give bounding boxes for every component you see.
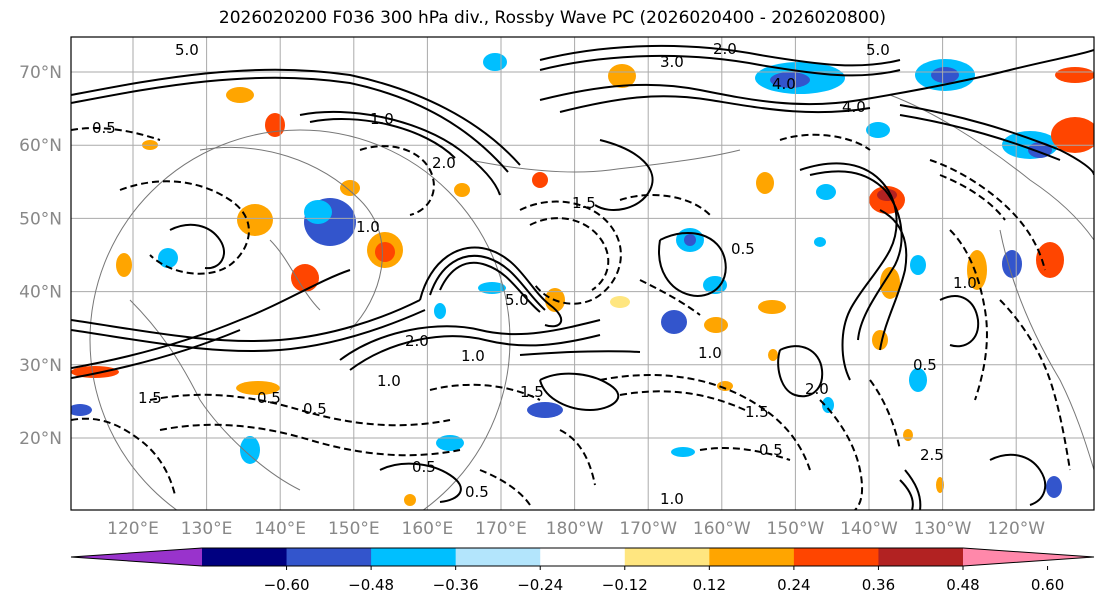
latitude-label: 30°N <box>19 356 62 376</box>
longitude-label: 170°E <box>475 519 527 539</box>
colorbar-segment <box>540 548 626 566</box>
contour-label: 1.0 <box>953 274 977 292</box>
longitude-label: 130°E <box>181 519 233 539</box>
colorbar-tick-label: 0.12 <box>693 576 726 594</box>
colorbar <box>70 547 1095 567</box>
colorbar-tick-label: 0.60 <box>1031 576 1064 594</box>
latitude-labels: 70°N 60°N 50°N 40°N 30°N 20°N <box>19 63 62 449</box>
colorbar-tick-label: −0.36 <box>433 576 479 594</box>
contour-label: 5.0 <box>505 291 529 309</box>
contour-label: 4.0 <box>842 98 866 116</box>
contour-label: 1.5 <box>572 194 596 212</box>
latitude-label: 50°N <box>19 209 62 229</box>
contour-label: 3.0 <box>660 53 684 71</box>
contour-label: 5.0 <box>866 41 890 59</box>
colorbar-segment <box>709 548 795 566</box>
contour-label: 1.0 <box>370 110 394 128</box>
contour-label: 1.5 <box>520 383 544 401</box>
longitude-label: 120°W <box>987 519 1045 539</box>
contour-label: 0.5 <box>759 441 783 459</box>
colorbar-segment <box>624 548 710 566</box>
map-title: 2026020200 F036 300 hPa div., Rossby Wav… <box>218 8 887 28</box>
longitude-label: 150°E <box>328 519 380 539</box>
colorbar-extend-max <box>963 548 1094 566</box>
latitude-label: 40°N <box>19 283 62 303</box>
colorbar-tick-label: −0.24 <box>517 576 563 594</box>
coastlines <box>89 94 1094 510</box>
contour-label: 1.5 <box>138 389 162 407</box>
divergence-shading <box>71 53 1094 506</box>
latitude-label: 20°N <box>19 429 62 449</box>
longitude-label: 160°W <box>693 519 751 539</box>
contour-label: 0.5 <box>92 119 116 137</box>
longitude-label: 140°E <box>254 519 306 539</box>
colorbar-segment <box>202 548 288 566</box>
colorbar-segment <box>455 548 541 566</box>
contour-label: 2.0 <box>713 40 737 58</box>
contour-label: 0.5 <box>465 483 489 501</box>
contour-label: 0.5 <box>412 458 436 476</box>
longitude-labels: 120°E 130°E 140°E 150°E 160°E 170°E 180°W 170°W… <box>107 519 1045 539</box>
contour-label: 2.0 <box>432 154 456 172</box>
colorbar-segment <box>371 548 457 566</box>
contour-label: 1.0 <box>377 372 401 390</box>
contour-label: 4.0 <box>772 75 796 93</box>
contour-label: 1.0 <box>356 218 380 236</box>
longitude-label: 170°W <box>619 519 677 539</box>
colorbar-tick-label: −0.12 <box>602 576 648 594</box>
contour-lines <box>71 44 1094 510</box>
contour-label: 2.0 <box>805 380 829 398</box>
contour-label: 0.5 <box>913 356 937 374</box>
colorbar-segment <box>793 548 879 566</box>
latitude-label: 70°N <box>19 63 62 83</box>
contour-label: 1.0 <box>660 490 684 508</box>
contour-label: 1.0 <box>461 347 485 365</box>
colorbar-segment <box>286 548 372 566</box>
colorbar-outline <box>70 547 1095 567</box>
colorbar-extend-min <box>71 548 202 566</box>
colorbar-tick-label: 0.48 <box>946 576 979 594</box>
colorbar-tick-label: 0.36 <box>862 576 895 594</box>
longitude-label: 140°W <box>840 519 898 539</box>
colorbar-segment <box>878 548 964 566</box>
map-frame <box>70 36 1095 511</box>
contour-label: 2.0 <box>405 332 429 350</box>
colorbar-tick-label: −0.60 <box>264 576 310 594</box>
contour-label: 0.5 <box>731 240 755 258</box>
longitude-label: 160°E <box>402 519 454 539</box>
colorbar-tick-label: 0.24 <box>777 576 810 594</box>
contour-labels: 5.0 2.0 3.0 4.0 4.0 5.0 0.5 1.0 1.5 2.0 … <box>92 40 977 508</box>
colorbar-tick-label: −0.48 <box>348 576 394 594</box>
longitude-label: 130°W <box>914 519 972 539</box>
colorbar-tick-labels: −0.60 −0.48 −0.36 −0.24 −0.12 0.12 0.24 0.36 0.4… <box>264 566 1064 594</box>
negative-contour-lines <box>71 127 1071 510</box>
longitude-label: 150°W <box>767 519 825 539</box>
contour-label: 1.5 <box>745 403 769 421</box>
contour-label: 1.0 <box>698 344 722 362</box>
longitude-label: 180°W <box>546 519 604 539</box>
contour-label: 2.5 <box>920 446 944 464</box>
longitude-label: 120°E <box>107 519 159 539</box>
latitude-label: 60°N <box>19 136 62 156</box>
contour-label: 0.5 <box>303 400 327 418</box>
map-panel: 5.0 2.0 3.0 4.0 4.0 5.0 0.5 1.0 1.5 2.0 … <box>71 37 1094 510</box>
contour-label: 0.5 <box>257 389 281 407</box>
contour-label: 5.0 <box>175 41 199 59</box>
